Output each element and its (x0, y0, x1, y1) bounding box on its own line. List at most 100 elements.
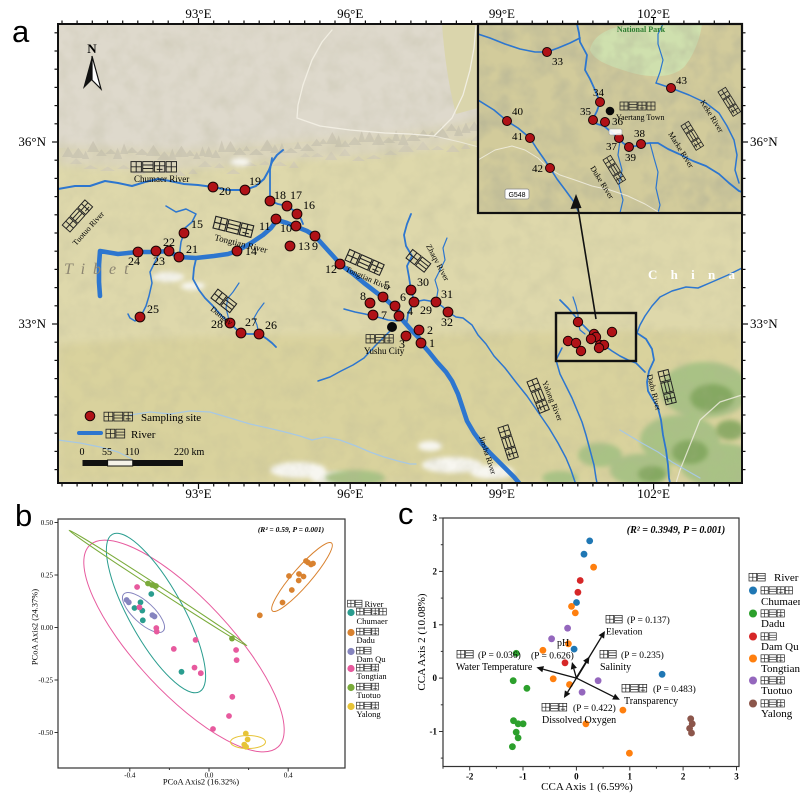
svg-text:G548: G548 (508, 192, 525, 199)
svg-text:0.0: 0.0 (205, 772, 214, 780)
svg-text:T i b e t: T i b e t (64, 261, 131, 278)
svg-text:99°E: 99°E (489, 6, 515, 21)
svg-text:Tongtian: Tongtian (357, 671, 388, 681)
svg-text:32: 32 (441, 315, 453, 329)
svg-text:pH: pH (557, 638, 569, 649)
svg-text:55: 55 (102, 447, 112, 458)
svg-text:Dam Qu: Dam Qu (761, 641, 799, 653)
svg-text:0.50: 0.50 (41, 519, 54, 527)
svg-text:43: 43 (676, 75, 688, 87)
svg-text:6: 6 (400, 290, 406, 304)
svg-text:0: 0 (80, 447, 85, 458)
svg-text:-0.4: -0.4 (124, 772, 136, 780)
svg-text:1: 1 (429, 336, 435, 350)
svg-text:CCA Axis 1 (6.59%): CCA Axis 1 (6.59%) (541, 781, 633, 793)
svg-text:2: 2 (427, 323, 433, 337)
svg-text:-0.25: -0.25 (38, 677, 53, 685)
svg-text:36°N: 36°N (18, 134, 46, 149)
svg-text:0: 0 (574, 772, 579, 782)
svg-text:-0.50: -0.50 (38, 729, 53, 737)
svg-text:24: 24 (128, 254, 140, 268)
svg-text:(P = 0.626): (P = 0.626) (531, 651, 574, 662)
svg-text:Dam Qu: Dam Qu (357, 654, 387, 664)
svg-text:15: 15 (191, 217, 203, 231)
svg-text:17: 17 (290, 188, 302, 202)
svg-text:20: 20 (219, 184, 231, 198)
svg-text:38: 38 (634, 128, 646, 140)
svg-text:Chumaer: Chumaer (761, 596, 800, 608)
svg-text:Salinity: Salinity (600, 662, 631, 673)
svg-text:2: 2 (433, 566, 438, 576)
svg-text:93°E: 93°E (185, 486, 211, 501)
svg-text:220 km: 220 km (174, 447, 205, 458)
svg-text:(P = 0.036): (P = 0.036) (478, 650, 521, 661)
svg-text:33: 33 (552, 56, 564, 68)
svg-text:3: 3 (399, 337, 405, 351)
svg-text:14: 14 (245, 244, 257, 258)
svg-text:4: 4 (407, 304, 413, 318)
svg-text:Elevation: Elevation (606, 628, 643, 638)
svg-text:39: 39 (625, 152, 637, 164)
svg-text:C h i n a: C h i n a (648, 267, 740, 282)
svg-text:19: 19 (249, 174, 261, 188)
svg-text:Yaertang Town: Yaertang Town (616, 113, 664, 122)
svg-text:Yushu City: Yushu City (364, 346, 405, 356)
svg-text:1: 1 (628, 772, 633, 782)
svg-text:Transparency: Transparency (624, 696, 678, 707)
svg-text:33°N: 33°N (18, 316, 46, 331)
svg-text:River: River (131, 429, 156, 441)
svg-text:CCA Axis 2 (10.08%): CCA Axis 2 (10.08%) (416, 593, 428, 691)
svg-text:(P = 0.483): (P = 0.483) (653, 684, 696, 695)
svg-text:0: 0 (433, 673, 438, 683)
svg-text:5: 5 (384, 278, 390, 292)
svg-text:93°E: 93°E (185, 6, 211, 21)
svg-text:41: 41 (512, 131, 523, 143)
svg-text:35: 35 (580, 106, 592, 118)
svg-text:36: 36 (612, 116, 624, 128)
svg-text:12: 12 (325, 262, 337, 276)
svg-text:-2: -2 (466, 772, 474, 782)
svg-text:9: 9 (312, 239, 318, 253)
svg-text:26: 26 (265, 318, 277, 332)
svg-text:18: 18 (274, 188, 286, 202)
svg-text:Yalong: Yalong (761, 708, 793, 720)
svg-text:37: 37 (606, 141, 618, 153)
svg-text:1: 1 (433, 620, 438, 630)
svg-text:36°N: 36°N (750, 134, 778, 149)
svg-text:Yalong: Yalong (357, 709, 382, 719)
svg-text:30: 30 (417, 275, 429, 289)
svg-text:0.00: 0.00 (41, 624, 54, 632)
svg-text:8: 8 (360, 289, 366, 303)
svg-text:102°E: 102°E (637, 486, 670, 501)
svg-text:7: 7 (381, 308, 387, 322)
svg-text:PCoA Axis2 (24.37%): PCoA Axis2 (24.37%) (30, 589, 40, 665)
svg-text:16: 16 (303, 198, 315, 212)
svg-text:33°N: 33°N (750, 316, 778, 331)
svg-text:3: 3 (433, 513, 438, 523)
svg-text:96°E: 96°E (337, 486, 363, 501)
svg-text:11: 11 (259, 219, 271, 233)
svg-text:a: a (12, 14, 30, 49)
svg-text:31: 31 (441, 287, 453, 301)
svg-text:34: 34 (593, 87, 605, 99)
svg-text:10: 10 (280, 221, 292, 235)
svg-text:b: b (15, 498, 32, 533)
svg-text:National Park: National Park (617, 25, 666, 34)
svg-text:28: 28 (211, 317, 223, 331)
svg-text:Chumaer River: Chumaer River (134, 174, 189, 184)
svg-text:27: 27 (245, 315, 257, 329)
svg-text:21: 21 (186, 242, 198, 256)
svg-text:22: 22 (163, 235, 175, 249)
svg-text:(P = 0.235): (P = 0.235) (621, 650, 664, 661)
svg-text:99°E: 99°E (489, 486, 515, 501)
svg-text:Dissolved Oxygen: Dissolved Oxygen (542, 715, 616, 726)
svg-text:PCoA Axis2 (16.32%): PCoA Axis2 (16.32%) (163, 777, 239, 787)
svg-text:13: 13 (298, 239, 310, 253)
svg-text:(P = 0.137): (P = 0.137) (627, 615, 670, 626)
svg-text:(R² = 0.59, P = 0.001): (R² = 0.59, P = 0.001) (258, 525, 325, 534)
svg-text:102°E: 102°E (637, 6, 670, 21)
svg-text:29: 29 (420, 303, 432, 317)
svg-text:Sampling site: Sampling site (141, 412, 201, 424)
svg-text:23: 23 (153, 254, 165, 268)
svg-text:3: 3 (734, 772, 739, 782)
